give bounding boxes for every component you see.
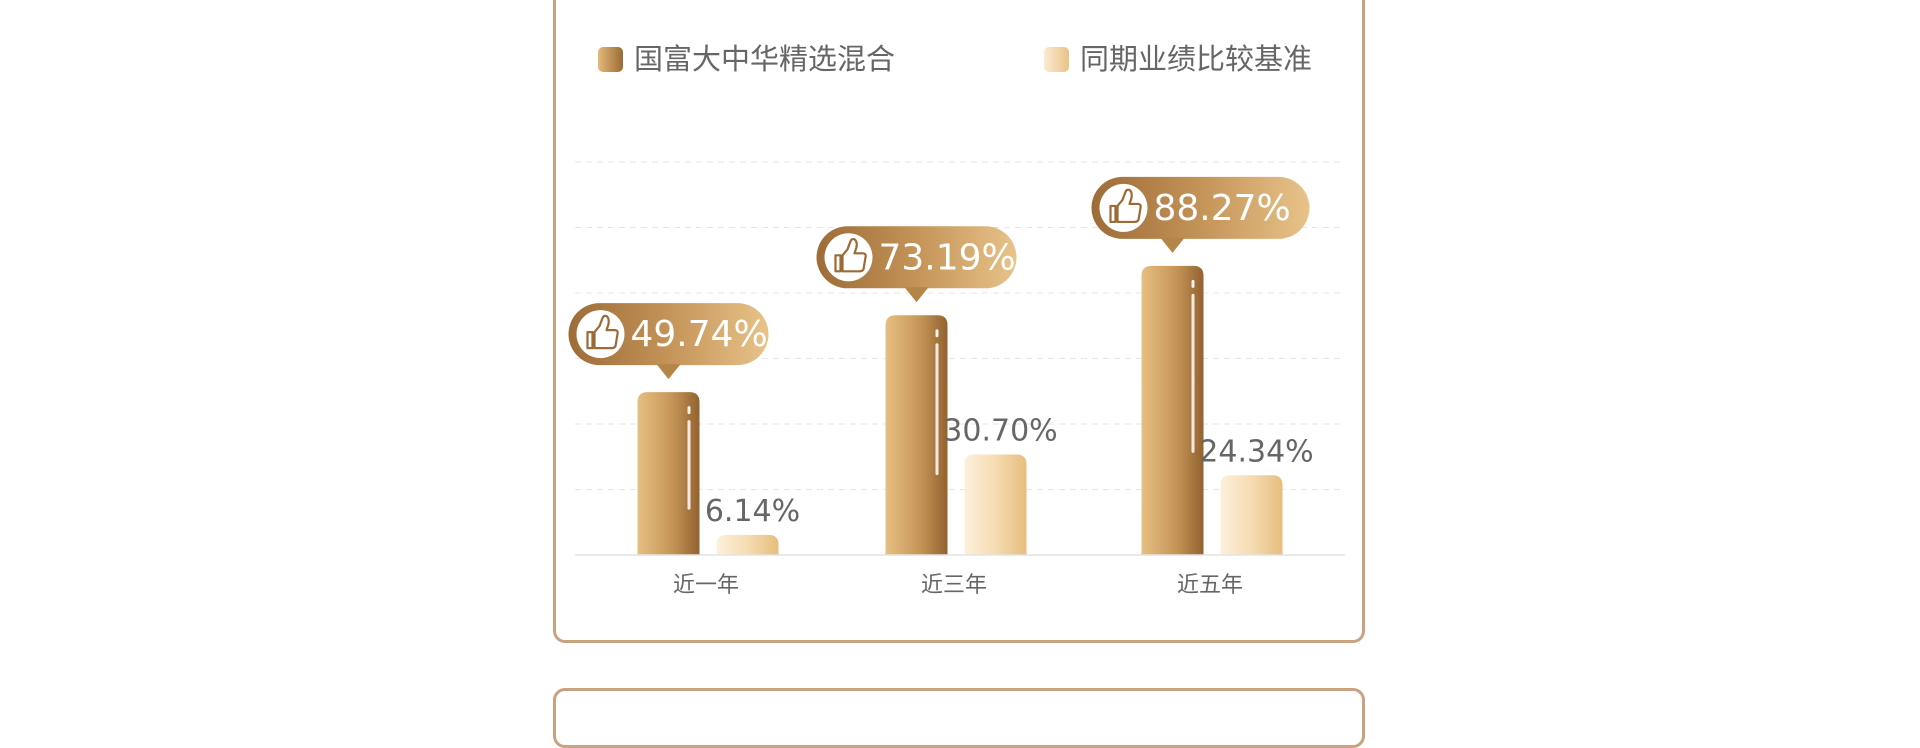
- bar-benchmark-1: [716, 534, 779, 555]
- badge-pointer: [656, 364, 681, 380]
- bar-highlight: [687, 420, 691, 510]
- badge-pill: [1091, 176, 1310, 239]
- thumbs-up-icon: [1099, 183, 1148, 232]
- bar-fund-2: [885, 315, 948, 555]
- thumbs-up-icon: [576, 310, 625, 359]
- legend-swatch-fund: [598, 47, 623, 72]
- data-label-fund: 49.74%: [631, 314, 768, 355]
- data-label-benchmark: 30.70%: [943, 413, 1057, 448]
- data-badge-fund: 49.74%: [568, 303, 769, 380]
- data-label-fund: 88.27%: [1154, 188, 1291, 229]
- data-badge-fund: 88.27%: [1091, 176, 1310, 253]
- data-label-benchmark: 24.34%: [1199, 434, 1313, 469]
- x-axis: 近一年 近三年 近五年: [575, 554, 1345, 598]
- bar-highlight: [935, 329, 939, 338]
- legend-label-fund: 国富大中华精选混合: [634, 42, 895, 76]
- chart: 国富大中华精选混合 同期业绩比较基准 6.14% 49.74% 30.70% 73.1…: [568, 42, 1345, 598]
- bar-highlight: [687, 406, 691, 415]
- data-label-benchmark: 6.14%: [705, 494, 800, 529]
- thumbs-up-icon: [824, 233, 873, 282]
- legend: 国富大中华精选混合 同期业绩比较基准: [598, 42, 1312, 76]
- bar-benchmark-3: [1220, 475, 1283, 555]
- bar-fund-3: [1141, 265, 1204, 555]
- bars: [637, 265, 1283, 555]
- data-label-fund: 73.19%: [879, 237, 1016, 278]
- data-labels: 6.14% 49.74% 30.70% 73.19% 24.34% 88.27%: [568, 176, 1314, 529]
- x-tick-label: 近三年: [921, 573, 987, 598]
- badge-pointer: [1160, 237, 1185, 253]
- bar-fund-1: [637, 392, 700, 555]
- data-badge-fund: 73.19%: [816, 226, 1017, 303]
- x-tick-label: 近一年: [673, 573, 739, 598]
- legend-label-benchmark: 同期业绩比较基准: [1080, 42, 1312, 76]
- bar-highlight: [1191, 293, 1195, 453]
- bar-highlight: [935, 343, 939, 476]
- bar-benchmark-2: [964, 454, 1027, 555]
- badge-pointer: [904, 287, 929, 303]
- legend-swatch-benchmark: [1044, 47, 1069, 72]
- x-tick-label: 近五年: [1177, 573, 1243, 598]
- bar-highlight: [1191, 279, 1195, 288]
